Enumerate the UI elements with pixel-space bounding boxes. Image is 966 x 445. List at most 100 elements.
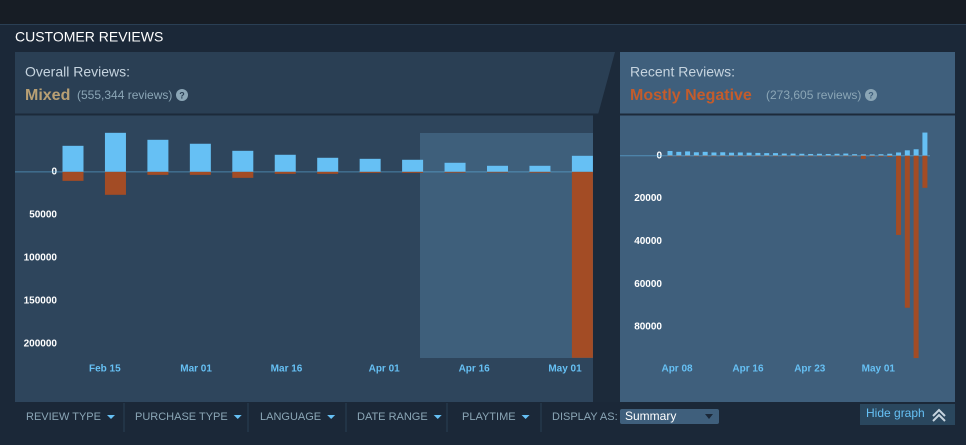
bar [869,155,875,157]
bar [676,151,682,156]
bar [781,153,787,156]
bar [799,153,805,156]
chevron [932,408,946,417]
y-tick-label: 200000 [24,339,58,350]
bar [274,154,296,172]
bar [359,171,381,173]
bar [755,155,761,157]
bar [860,155,866,159]
bar [904,150,910,156]
filter-arrow [233,415,242,419]
bar [834,153,840,156]
bar [772,153,778,156]
bar [896,155,902,235]
filter-label[interactable]: REVIEW TYPE [26,411,101,423]
bar [702,151,708,156]
bar [878,155,884,157]
filter-label[interactable]: PLAYTIME [462,411,516,423]
hide-graph-button[interactable] [860,404,955,425]
y-tick-label: 40000 [634,236,662,247]
help-mark: ? [179,90,185,100]
y-tick-label: 20000 [634,193,662,204]
bar [529,165,551,172]
bar [444,171,466,173]
recent-count: (273,605 reviews) [766,88,861,102]
x-tick-label: Apr 01 [369,364,401,375]
bar [317,171,339,174]
filter-arrow [433,415,442,419]
bar [816,155,822,157]
overall-rating: Mixed [25,87,70,104]
y-tick-label: 100000 [24,253,58,264]
x-tick-label: Mar 16 [271,364,303,375]
filter-bar [15,402,955,432]
overall-count: (555,344 reviews) [77,88,172,102]
bar [808,155,814,157]
y-tick-label: 60000 [634,279,662,290]
filter-label[interactable]: DATE RANGE [357,411,428,423]
overall-header [15,52,615,115]
filter-label[interactable]: LANGUAGE [260,411,321,423]
chevron [932,413,946,422]
display-select[interactable] [620,409,719,424]
recent-label: Recent Reviews: [630,64,735,80]
display-label: DISPLAY AS: [552,411,618,423]
bar [711,155,717,157]
bar [487,171,508,173]
bar [685,155,691,157]
bar [529,171,551,173]
bar [852,155,858,157]
bar [147,139,169,172]
bar [746,152,752,156]
bar [104,132,126,172]
bar [913,149,919,156]
bar [781,155,787,157]
bar [274,171,296,174]
help-icon[interactable] [176,89,188,101]
bar [720,152,726,156]
bar [913,155,919,359]
x-tick-label: Apr 08 [661,364,693,375]
x-tick-label: May 01 [548,364,582,375]
bar [487,165,508,172]
help-mark: ? [868,90,874,100]
x-tick-label: Apr 16 [732,364,764,375]
x-tick-label: Mar 01 [180,364,212,375]
bar [104,171,126,195]
bar [922,155,928,188]
bar [737,155,743,157]
bar [834,155,840,157]
filter-arrow [327,415,336,419]
help-icon[interactable] [865,89,877,101]
bar [764,155,770,157]
section-title: CUSTOMER REVIEWS [15,29,163,45]
bar [869,154,875,156]
bar [189,143,211,172]
y-tick-label: 80000 [634,322,662,333]
select-arrow [705,414,713,419]
bar [887,153,893,156]
bar [878,154,884,156]
bar [746,155,752,157]
bar [359,158,381,172]
recent-panel [620,52,955,402]
bar [755,152,761,156]
bar [62,145,84,172]
bar [402,159,424,172]
bar [764,153,770,156]
bar [667,150,673,156]
bar [62,171,84,181]
bar [799,155,805,157]
bar [922,132,928,156]
filter-label[interactable]: PURCHASE TYPE [135,411,228,423]
filter-arrow [106,415,115,419]
bar [232,171,254,178]
bar [852,154,858,156]
recent-rating: Mostly Negative [630,87,752,104]
bar [402,171,424,173]
hide-graph[interactable]: Hide graph [866,406,925,420]
bar [685,151,691,156]
bar [720,155,726,157]
bar [887,155,893,157]
